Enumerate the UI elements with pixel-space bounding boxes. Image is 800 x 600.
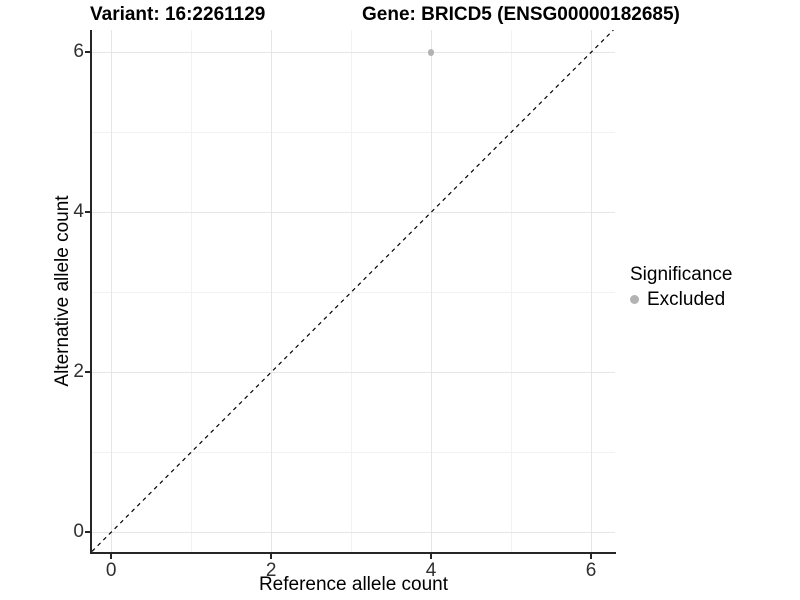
x-tick-mark (430, 554, 433, 559)
plot-panel (92, 30, 615, 553)
x-tick-label: 2 (265, 560, 277, 581)
y-tick-mark (85, 51, 90, 54)
y-minor-gridline (92, 131, 615, 133)
y-tick-mark (85, 211, 90, 214)
x-tick-mark (110, 554, 113, 559)
legend-item-label: Excluded (647, 289, 726, 310)
y-major-gridline (92, 211, 615, 213)
x-major-gridline (110, 30, 112, 553)
plot-title-variant: Variant: 16:2261129 (90, 4, 266, 25)
y-axis-line (90, 30, 92, 554)
y-tick-label: 4 (73, 201, 84, 223)
data-point (427, 49, 435, 56)
y-tick-label: 6 (73, 41, 84, 63)
plot-canvas (92, 30, 614, 552)
x-minor-gridline (190, 30, 192, 553)
y-tick-mark (85, 531, 90, 534)
x-major-gridline (430, 30, 432, 553)
x-tick-mark (270, 554, 273, 559)
legend: Significance Excluded (630, 263, 732, 311)
y-tick-label: 2 (73, 361, 84, 383)
x-axis-line (90, 552, 616, 554)
y-major-gridline (92, 51, 615, 53)
y-major-gridline (92, 531, 615, 533)
x-tick-mark (590, 554, 592, 559)
x-axis-title: Reference allele count (258, 574, 449, 595)
x-minor-gridline (510, 30, 512, 553)
y-major-gridline (92, 371, 615, 373)
x-tick-label: 4 (425, 560, 437, 581)
x-major-gridline (590, 30, 592, 553)
legend-item-excluded: Excluded (630, 288, 732, 311)
legend-point-icon (630, 295, 639, 304)
y-tick-mark (85, 371, 90, 374)
y-tick-label: 0 (73, 521, 84, 543)
identity-dashed-line (92, 30, 614, 552)
x-tick-label: 6 (585, 560, 597, 581)
legend-title: Significance (630, 264, 733, 285)
plot-title-gene: Gene: BRICD5 (ENSG00000182685) (362, 4, 680, 25)
x-tick-label: 0 (105, 560, 117, 581)
y-axis-title: Alternative allele count (52, 195, 73, 387)
x-major-gridline (270, 30, 272, 553)
y-minor-gridline (92, 291, 615, 293)
y-minor-gridline (92, 451, 615, 453)
x-minor-gridline (350, 30, 352, 553)
